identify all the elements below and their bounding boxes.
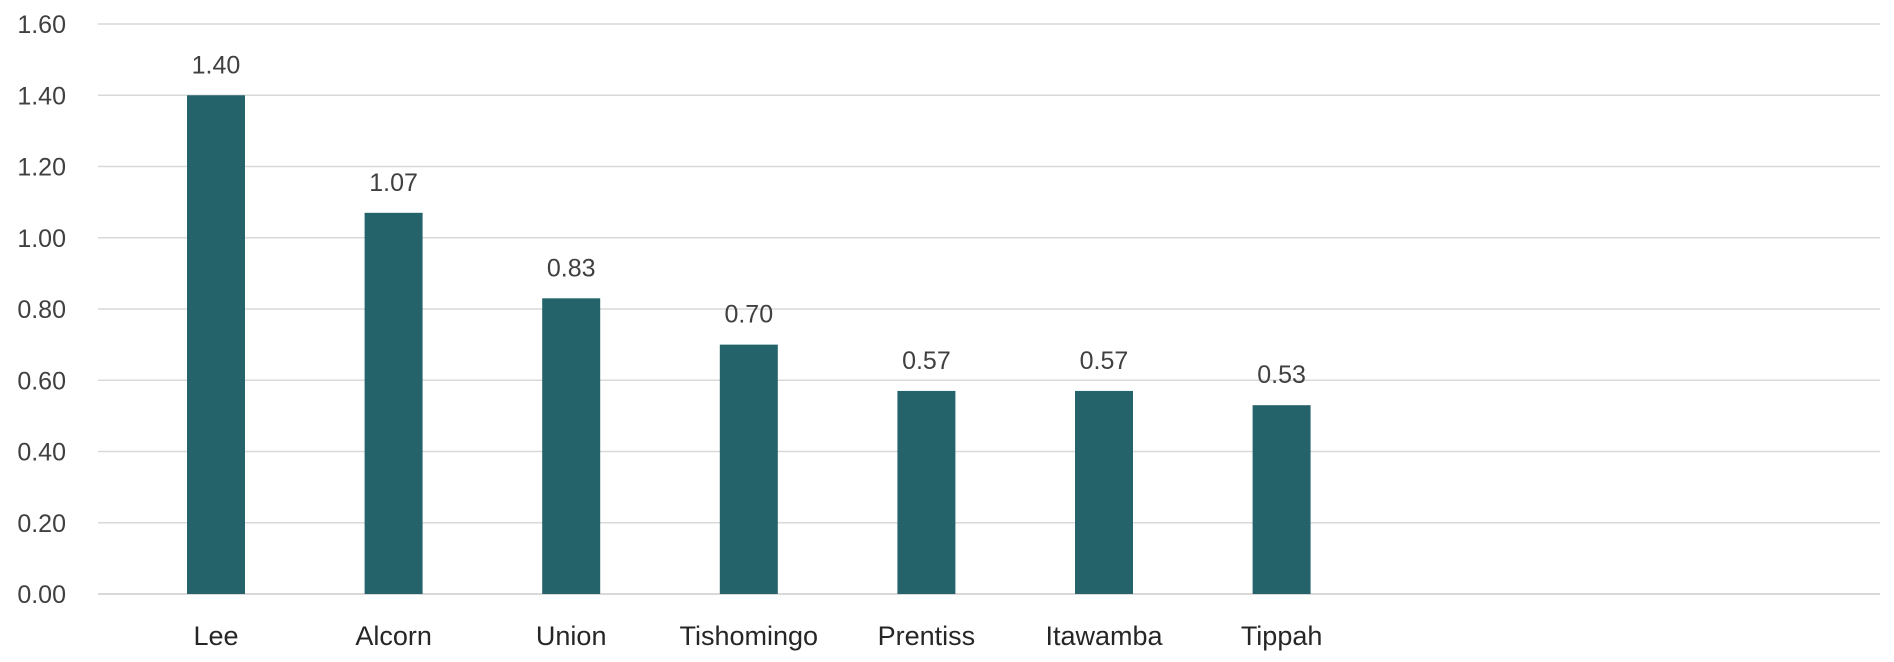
y-tick-label: 0.20: [17, 510, 66, 538]
data-label: 0.53: [1257, 361, 1306, 389]
data-label: 0.57: [902, 347, 951, 375]
y-tick-label: 0.00: [17, 581, 66, 609]
x-category-label: Union: [536, 621, 607, 651]
x-category-label: Tippah: [1241, 621, 1323, 651]
data-labels: 1.40 1.07 0.83 0.70 0.57 0.57 0.53: [192, 51, 1306, 389]
bar: [1252, 405, 1311, 594]
x-axis-ticks: Lee Alcorn Union Tishomingo Prentiss Itawamba…: [193, 621, 1322, 651]
y-tick-label: 1.20: [17, 154, 66, 182]
bar: [897, 390, 956, 594]
y-tick-label: 1.60: [17, 11, 66, 39]
data-label: 0.70: [724, 301, 773, 329]
x-category-label: Prentiss: [878, 621, 976, 651]
data-label: 1.40: [192, 51, 241, 79]
bars: [187, 95, 1311, 594]
x-category-label: Lee: [193, 621, 238, 651]
y-tick-label: 0.80: [17, 296, 66, 324]
bar: [364, 212, 423, 594]
bar: [187, 95, 245, 594]
y-tick-label: 1.40: [17, 82, 66, 110]
y-axis-ticks: 0.00 0.20 0.40 0.60 0.80 1.00 1.20 1.40 1.60: [17, 11, 66, 609]
data-label: 1.07: [369, 169, 418, 197]
data-label: 0.83: [547, 254, 596, 282]
bar: [719, 344, 778, 594]
y-tick-label: 1.00: [17, 225, 66, 253]
data-label: 0.57: [1080, 347, 1129, 375]
y-tick-label: 0.40: [17, 439, 66, 467]
bar: [542, 298, 601, 594]
x-category-label: Itawamba: [1045, 621, 1163, 651]
x-category-label: Alcorn: [355, 621, 432, 651]
bar: [1075, 390, 1133, 594]
x-category-label: Tishomingo: [680, 621, 819, 651]
y-tick-label: 0.60: [17, 367, 66, 395]
